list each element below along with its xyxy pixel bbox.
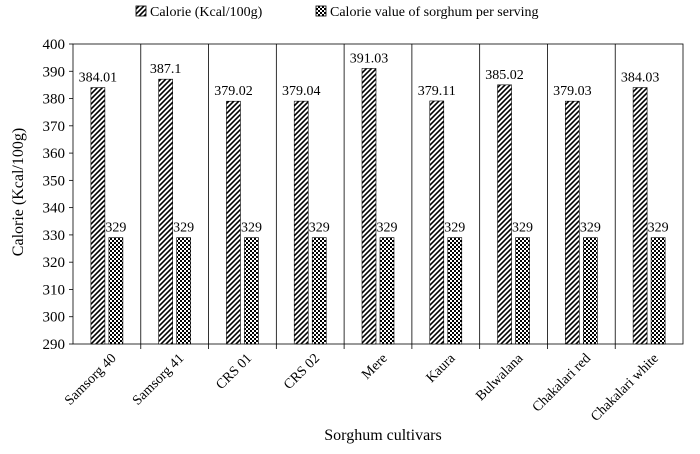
bar-calorie xyxy=(90,87,106,345)
legend-label-per-serving: Calorie value of sorghum per serving xyxy=(330,5,539,20)
bar-per-serving xyxy=(650,237,666,345)
y-tick-label: 400 xyxy=(43,37,66,53)
bar-per-serving xyxy=(311,237,327,345)
data-label-per-serving: 329 xyxy=(173,221,194,236)
x-tick-label: Mere xyxy=(359,351,390,382)
bar-calorie xyxy=(158,78,173,345)
data-label-calorie: 385.02 xyxy=(485,68,524,83)
data-label-per-serving: 329 xyxy=(241,221,262,236)
y-tick-label: 320 xyxy=(43,255,66,271)
data-label-per-serving: 329 xyxy=(444,221,465,236)
x-tick-label: CRS 01 xyxy=(214,351,256,393)
bar-per-serving xyxy=(515,237,530,345)
data-label-calorie: 384.03 xyxy=(621,71,660,86)
data-label-calorie: 379.11 xyxy=(418,84,456,99)
y-tick-label: 370 xyxy=(43,119,66,135)
y-tick-label: 340 xyxy=(43,201,66,217)
bar-calorie xyxy=(632,87,648,345)
x-tick-label: CRS 02 xyxy=(281,351,323,393)
data-label-per-serving: 329 xyxy=(105,221,126,236)
bar-calorie xyxy=(497,84,512,345)
data-label-per-serving: 329 xyxy=(648,221,669,236)
legend-swatch-per-serving xyxy=(315,5,327,17)
data-label-per-serving: 329 xyxy=(377,221,398,236)
x-tick-label: Bulwalana xyxy=(473,351,526,404)
bar-per-serving xyxy=(244,237,259,345)
data-label-calorie: 379.03 xyxy=(553,84,592,99)
x-axis-title: Sorghum cultivars xyxy=(324,427,441,444)
y-tick-label: 330 xyxy=(43,228,66,244)
bar-calorie xyxy=(361,68,377,345)
y-tick-label: 380 xyxy=(43,92,66,108)
y-tick-label: 390 xyxy=(43,64,66,80)
bar-per-serving xyxy=(583,237,598,345)
data-label-per-serving: 329 xyxy=(309,221,330,236)
data-label-calorie: 379.02 xyxy=(214,84,253,99)
y-tick-label: 360 xyxy=(43,146,66,162)
bar-calorie xyxy=(429,100,445,345)
bar-per-serving xyxy=(176,237,191,345)
bar-per-serving xyxy=(108,237,124,345)
y-tick-label: 290 xyxy=(43,337,66,353)
plot-frame xyxy=(72,43,684,345)
data-label-calorie: 379.04 xyxy=(282,84,321,99)
x-tick-label: Samsorg 40 xyxy=(62,351,119,408)
data-label-calorie: 387.1 xyxy=(150,62,182,77)
y-tick-label: 350 xyxy=(43,173,66,189)
bar-per-serving xyxy=(447,237,463,345)
data-label-calorie: 391.03 xyxy=(350,51,389,66)
legend: Calorie (Kcal/100g) Calorie value of sor… xyxy=(135,5,539,20)
y-tick-label: 300 xyxy=(43,310,66,326)
data-label-calorie: 384.01 xyxy=(79,71,118,86)
x-tick-label: Kaura xyxy=(424,351,459,386)
x-tick-label: Samsorg 41 xyxy=(130,351,187,408)
data-label-per-serving: 329 xyxy=(512,221,533,236)
bar-calorie xyxy=(565,100,580,345)
legend-swatch-calorie xyxy=(135,5,147,17)
bar-calorie xyxy=(226,100,241,345)
x-tick-label: Chakalari red xyxy=(530,351,594,415)
legend-label-calorie: Calorie (Kcal/100g) xyxy=(150,5,263,20)
y-tick-label: 310 xyxy=(43,282,66,298)
y-axis-title: Calorie (Kcal/100g) xyxy=(10,128,27,256)
bar-calorie xyxy=(293,100,309,345)
plot-area: 290 300 310 320 330 340 350 360 370 380 390 400 384.… xyxy=(43,37,684,425)
bar-per-serving xyxy=(379,237,395,345)
data-label-per-serving: 329 xyxy=(580,221,601,236)
x-tick-label: Chakalari white xyxy=(588,351,662,425)
